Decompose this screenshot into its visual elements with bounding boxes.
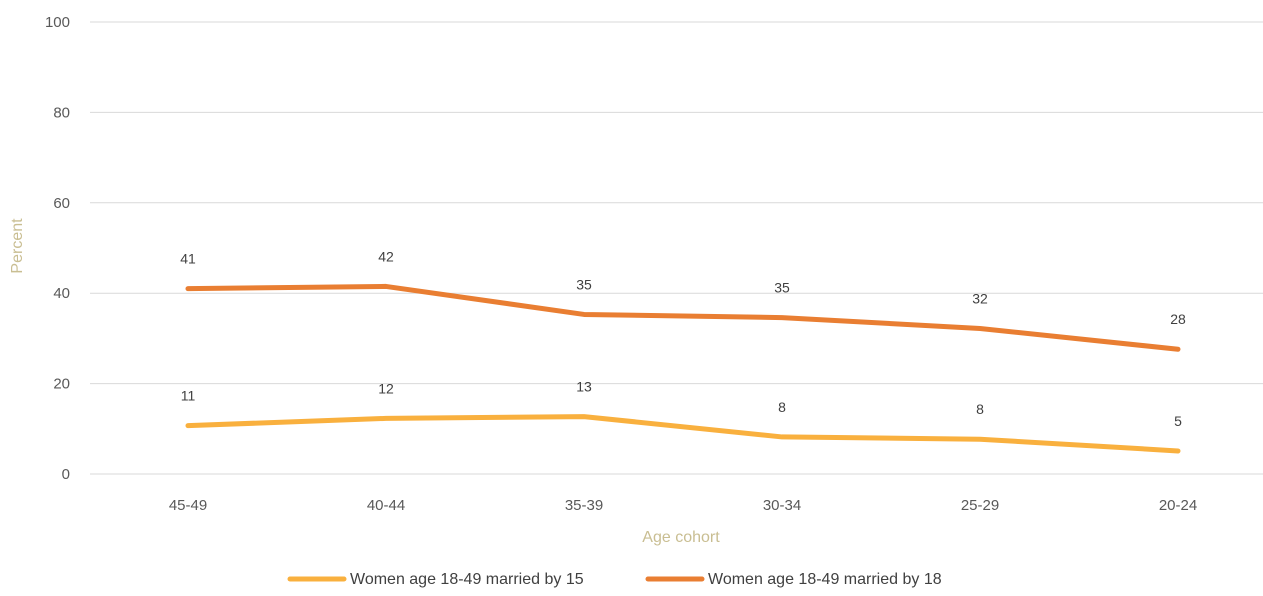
y-tick-label: 80 [53, 104, 70, 121]
data-label: 28 [1170, 311, 1186, 327]
x-axis-title: Age cohort [642, 529, 720, 546]
data-label: 13 [576, 379, 592, 395]
y-tick-label: 40 [53, 285, 70, 302]
y-tick-label: 0 [62, 466, 70, 483]
data-label: 8 [976, 401, 984, 417]
series-line-2 [185, 283, 1181, 352]
data-label: 11 [181, 388, 196, 404]
legend-label: Women age 18-49 married by 18 [708, 571, 942, 588]
data-label: 32 [972, 290, 988, 306]
x-tick-label: 45-49 [169, 497, 207, 514]
data-label: 42 [378, 248, 394, 264]
y-tick-label: 20 [53, 376, 70, 393]
y-axis-title: Percent [9, 218, 26, 274]
x-tick-label: 30-34 [763, 497, 801, 514]
y-tick-label: 60 [53, 195, 70, 212]
data-label: 41 [180, 251, 196, 267]
x-tick-label: 20-24 [1159, 497, 1197, 514]
series-lines [185, 283, 1181, 454]
x-tick-label: 25-29 [961, 497, 999, 514]
data-label: 12 [378, 380, 394, 396]
y-axis-tick-labels: 0 20 40 60 80 100 [45, 14, 70, 483]
x-axis-tick-labels: 45-49 40-44 35-39 30-34 25-29 20-24 [169, 497, 1197, 514]
data-label: 8 [778, 399, 786, 415]
x-tick-label: 35-39 [565, 497, 603, 514]
y-tick-label: 100 [45, 14, 70, 31]
gridlines [90, 21, 1263, 475]
data-label: 35 [774, 280, 790, 296]
legend-label: Women age 18-49 married by 15 [350, 571, 584, 588]
data-label: 35 [576, 276, 592, 292]
x-tick-label: 40-44 [367, 497, 405, 514]
data-label: 5 [1174, 413, 1182, 429]
series-line-1 [185, 414, 1181, 454]
legend: Women age 18-49 married by 15 Women age 1… [287, 571, 942, 588]
data-labels: 11 12 13 8 8 5 41 42 35 35 32 28 [180, 248, 1186, 429]
